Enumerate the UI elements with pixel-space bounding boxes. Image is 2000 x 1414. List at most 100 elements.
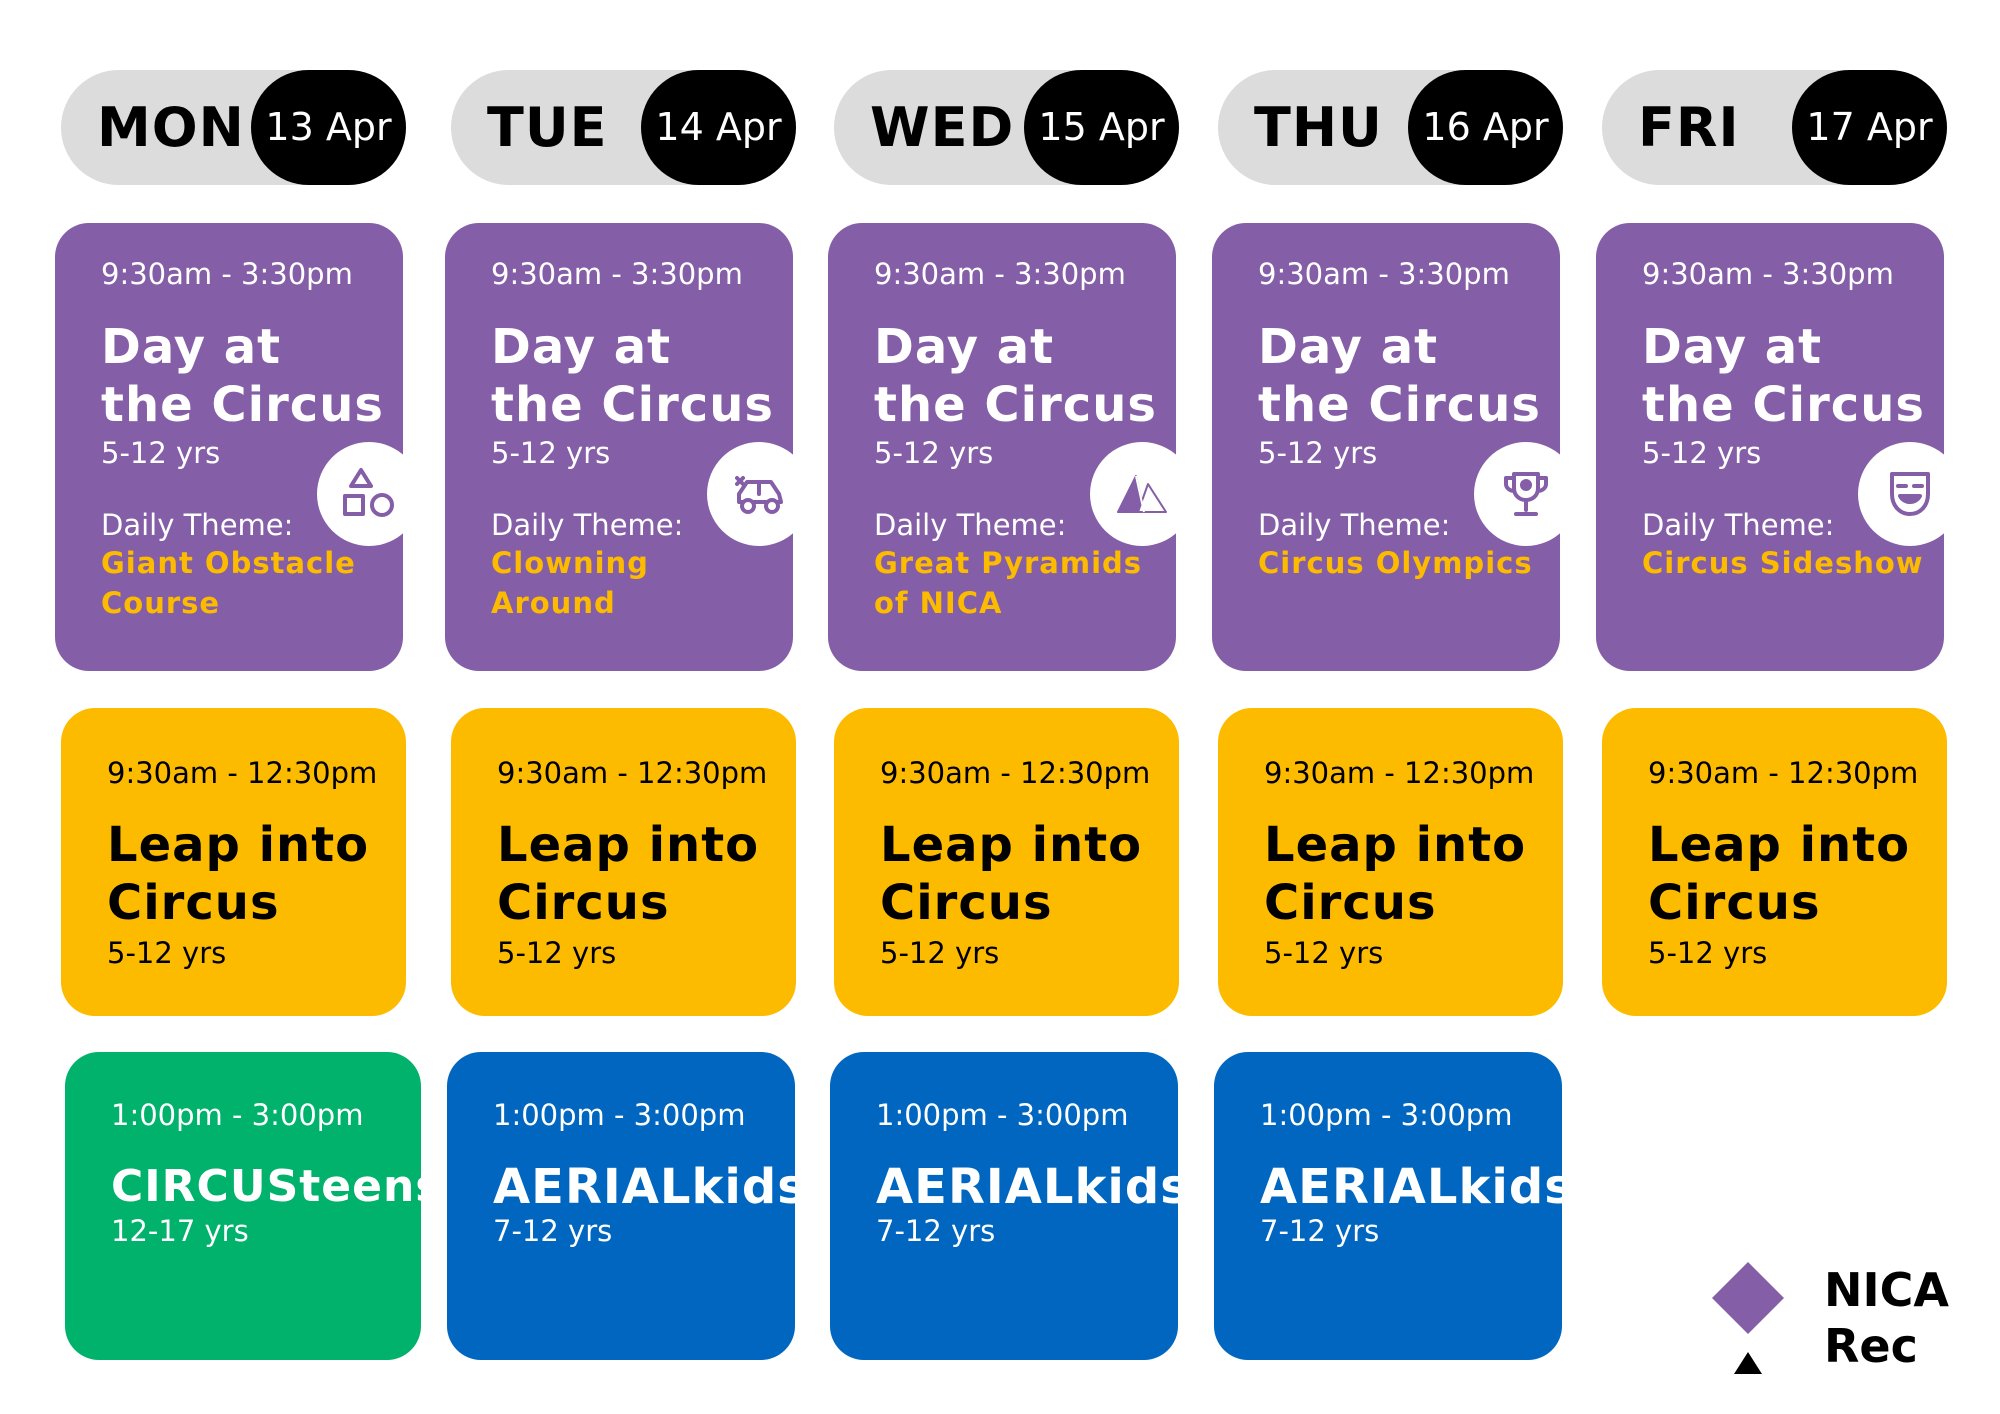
session-time: 9:30am - 3:30pm	[1258, 257, 1510, 291]
clown-car-icon	[707, 442, 811, 546]
session-title-line2: the Circus	[874, 377, 1157, 433]
logo-line2: Rec	[1824, 1319, 1918, 1373]
logo-line1: NICA	[1824, 1263, 1949, 1317]
day-name: FRI	[1638, 96, 1740, 159]
logo-text: NICA Rec	[1824, 1262, 1949, 1374]
day-column-tue: TUE 14 Apr 9:30am - 3:30pm Day at the Ci…	[445, 0, 811, 1414]
session-time: 1:00pm - 3:00pm	[1260, 1098, 1513, 1132]
session-title: Day at the Circus	[491, 318, 774, 434]
session-title: CIRCUSteens	[111, 1161, 443, 1212]
session-title-line2: Circus	[107, 875, 280, 931]
trophy-icon	[1474, 442, 1578, 546]
age-range: 7-12 yrs	[1260, 1214, 1380, 1248]
age-range: 12-17 yrs	[111, 1214, 249, 1248]
age-range: 5-12 yrs	[1264, 936, 1384, 970]
day-date: 13 Apr	[251, 70, 406, 185]
nica-rec-logo: NICA Rec	[1712, 1262, 1949, 1382]
day-at-the-circus-card: 9:30am - 3:30pm Day at the Circus 5-12 y…	[828, 223, 1194, 671]
session-title: Leap into Circus	[880, 816, 1142, 932]
pyramid-icon	[1090, 442, 1194, 546]
theatre-mask-icon	[1858, 442, 1962, 546]
day-date: 16 Apr	[1408, 70, 1563, 185]
session-title: Leap into Circus	[497, 816, 759, 932]
age-range: 7-12 yrs	[493, 1214, 613, 1248]
session-time: 9:30am - 12:30pm	[880, 756, 1151, 790]
leap-into-circus-card: 9:30am - 12:30pm Leap into Circus 5-12 y…	[834, 708, 1179, 1016]
age-range: 5-12 yrs	[880, 936, 1000, 970]
leap-into-circus-card: 9:30am - 12:30pm Leap into Circus 5-12 y…	[61, 708, 406, 1016]
age-range: 5-12 yrs	[1258, 436, 1378, 470]
theme-label: Daily Theme:	[1642, 508, 1835, 542]
theme-name: Circus Olympics	[1258, 546, 1533, 580]
session-title-line1: Leap into	[1648, 817, 1911, 873]
session-time: 1:00pm - 3:00pm	[876, 1098, 1129, 1132]
session-time: 1:00pm - 3:00pm	[493, 1098, 746, 1132]
day-name: THU	[1254, 96, 1383, 159]
day-header: TUE 14 Apr	[451, 70, 796, 185]
session-time: 9:30am - 3:30pm	[491, 257, 743, 291]
session-time: 9:30am - 3:30pm	[1642, 257, 1894, 291]
theme-name: Great Pyramids of NICA	[874, 546, 1143, 620]
session-title: AERIALkids	[1260, 1159, 1574, 1215]
theme-label: Daily Theme:	[874, 508, 1067, 542]
session-title: AERIALkids	[876, 1159, 1190, 1215]
age-range: 5-12 yrs	[107, 936, 227, 970]
session-title-line2: the Circus	[491, 377, 774, 433]
age-range: 5-12 yrs	[1642, 436, 1762, 470]
session-title-line2: Circus	[880, 875, 1053, 931]
session-title-line1: Leap into	[107, 817, 370, 873]
day-column-fri: FRI 17 Apr 9:30am - 3:30pm Day at the Ci…	[1596, 0, 1962, 1414]
session-title: Day at the Circus	[1642, 318, 1925, 434]
session-title-line1: Leap into	[880, 817, 1143, 873]
session-title: Leap into Circus	[1648, 816, 1910, 932]
day-at-the-circus-card: 9:30am - 3:30pm Day at the Circus 5-12 y…	[1596, 223, 1962, 671]
age-range: 5-12 yrs	[874, 436, 994, 470]
session-title-line2: Circus	[1264, 875, 1437, 931]
session-time: 9:30am - 12:30pm	[497, 756, 768, 790]
session-title: Day at the Circus	[874, 318, 1157, 434]
session-title: AERIALkids	[493, 1159, 807, 1215]
day-column-thu: THU 16 Apr 9:30am - 3:30pm Day at the Ci…	[1212, 0, 1578, 1414]
theme-name: Giant Obstacle Course	[101, 546, 356, 620]
session-title: Leap into Circus	[107, 816, 369, 932]
session-time: 1:00pm - 3:00pm	[111, 1098, 364, 1132]
session-title: Day at the Circus	[1258, 318, 1541, 434]
session-title-line2: Circus	[497, 875, 670, 931]
age-range: 5-12 yrs	[101, 436, 221, 470]
theme-name: Clowning Around	[491, 546, 649, 620]
theme-label: Daily Theme:	[1258, 508, 1451, 542]
session-title-line1: Day at	[491, 319, 672, 375]
age-range: 5-12 yrs	[1648, 936, 1768, 970]
session-time: 9:30am - 3:30pm	[874, 257, 1126, 291]
day-name: MON	[97, 96, 245, 159]
age-range: 5-12 yrs	[491, 436, 611, 470]
day-name: WED	[870, 96, 1015, 159]
day-header: THU 16 Apr	[1218, 70, 1563, 185]
theme-label: Daily Theme:	[101, 508, 294, 542]
leap-into-circus-card: 9:30am - 12:30pm Leap into Circus 5-12 y…	[1602, 708, 1947, 1016]
session-title-line1: Leap into	[497, 817, 760, 873]
age-range: 5-12 yrs	[497, 936, 617, 970]
leap-into-circus-card: 9:30am - 12:30pm Leap into Circus 5-12 y…	[1218, 708, 1563, 1016]
age-range: 7-12 yrs	[876, 1214, 996, 1248]
session-title-line2: the Circus	[1642, 377, 1925, 433]
aerialkids-card: 1:00pm - 3:00pm AERIALkids 7-12 yrs	[447, 1052, 806, 1360]
session-title-line1: Day at	[1642, 319, 1823, 375]
diamond-logo-icon	[1712, 1262, 1784, 1374]
day-header: MON 13 Apr	[61, 70, 406, 185]
session-title: Leap into Circus	[1264, 816, 1526, 932]
shapes-icon	[317, 442, 421, 546]
day-header: WED 15 Apr	[834, 70, 1179, 185]
aerialkids-card: 1:00pm - 3:00pm AERIALkids 7-12 yrs	[1214, 1052, 1573, 1360]
theme-name: Circus Sideshow	[1642, 546, 1924, 580]
session-time: 9:30am - 12:30pm	[1648, 756, 1919, 790]
day-at-the-circus-card: 9:30am - 3:30pm Day at the Circus 5-12 y…	[55, 223, 421, 671]
session-title-line2: Circus	[1648, 875, 1821, 931]
session-title-line2: the Circus	[1258, 377, 1541, 433]
session-title-line2: the Circus	[101, 377, 384, 433]
day-at-the-circus-card: 9:30am - 3:30pm Day at the Circus 5-12 y…	[445, 223, 811, 671]
session-time: 9:30am - 3:30pm	[101, 257, 353, 291]
session-title-line1: Leap into	[1264, 817, 1527, 873]
session-title-line1: Day at	[1258, 319, 1439, 375]
day-date: 14 Apr	[641, 70, 796, 185]
